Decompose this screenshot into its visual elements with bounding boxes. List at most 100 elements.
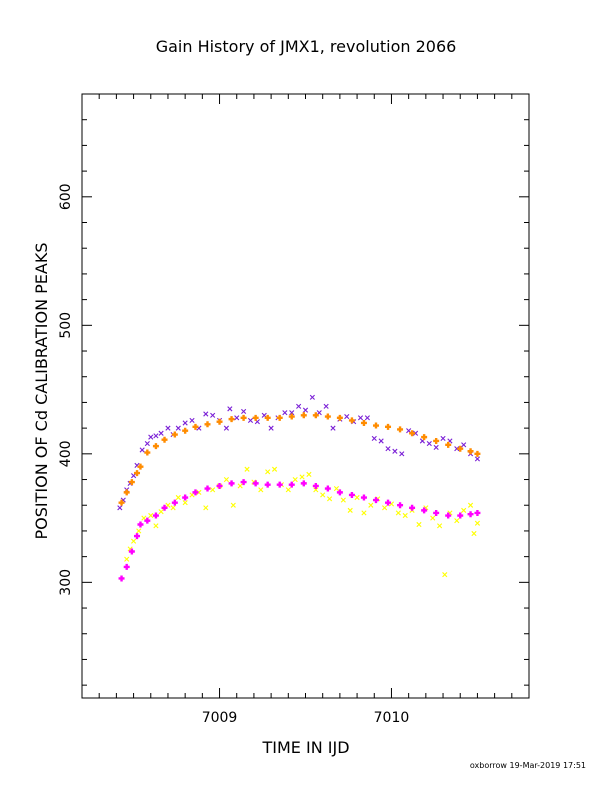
data-point bbox=[299, 474, 305, 480]
data-point bbox=[426, 440, 432, 447]
data-point bbox=[192, 489, 199, 496]
data-point bbox=[158, 509, 164, 515]
data-point bbox=[474, 456, 481, 462]
data-point bbox=[216, 482, 223, 489]
data-point bbox=[461, 507, 467, 513]
data-point bbox=[474, 520, 481, 526]
series-3 bbox=[118, 479, 481, 582]
data-point bbox=[128, 479, 135, 486]
data-point bbox=[385, 499, 392, 506]
data-point bbox=[395, 510, 401, 516]
data-point bbox=[252, 414, 259, 421]
data-point bbox=[437, 523, 443, 529]
data-point bbox=[244, 466, 250, 472]
data-point bbox=[223, 476, 230, 483]
data-point bbox=[137, 521, 144, 528]
data-point bbox=[182, 500, 188, 506]
data-point bbox=[454, 446, 460, 452]
data-point bbox=[285, 487, 291, 493]
data-point bbox=[357, 415, 364, 421]
data-point bbox=[265, 469, 271, 475]
data-point bbox=[336, 414, 343, 421]
plot-area bbox=[81, 93, 530, 699]
axis-ticks: 7009 7010 300 400 500 600 bbox=[58, 93, 530, 726]
data-point bbox=[134, 533, 141, 540]
data-point bbox=[204, 485, 211, 492]
data-point bbox=[372, 422, 379, 429]
data-point bbox=[288, 413, 295, 420]
data-point bbox=[412, 430, 419, 436]
data-point bbox=[360, 419, 367, 426]
data-point bbox=[192, 423, 199, 430]
data-point bbox=[210, 487, 216, 493]
data-point bbox=[397, 502, 404, 509]
data-point bbox=[371, 435, 377, 441]
data-point bbox=[360, 494, 367, 501]
data-point bbox=[276, 414, 283, 421]
data-point bbox=[330, 425, 336, 431]
data-point bbox=[182, 494, 189, 501]
data-point bbox=[440, 435, 446, 441]
data-point bbox=[306, 471, 312, 477]
data-point bbox=[161, 504, 168, 511]
y-tick-label: 300 bbox=[58, 569, 74, 596]
data-point bbox=[336, 489, 343, 496]
data-point bbox=[144, 449, 151, 456]
data-point bbox=[130, 538, 137, 544]
data-point bbox=[368, 502, 374, 508]
data-point bbox=[378, 438, 384, 444]
data-point bbox=[216, 418, 223, 425]
data-point bbox=[409, 504, 416, 511]
data-point bbox=[264, 414, 271, 421]
data-point bbox=[409, 430, 416, 437]
data-point bbox=[309, 394, 315, 400]
data-point bbox=[241, 408, 247, 415]
data-point bbox=[361, 510, 367, 516]
data-point bbox=[467, 448, 474, 455]
data-point bbox=[227, 406, 233, 412]
data-point bbox=[152, 512, 159, 519]
data-point bbox=[324, 485, 331, 492]
data-point bbox=[348, 417, 355, 424]
data-point bbox=[204, 421, 211, 428]
data-point bbox=[228, 416, 235, 423]
data-point bbox=[457, 445, 464, 452]
data-point bbox=[252, 480, 259, 487]
data-point bbox=[136, 528, 142, 534]
data-point bbox=[118, 499, 125, 506]
data-point bbox=[237, 483, 243, 489]
series-layer bbox=[117, 394, 481, 582]
data-point bbox=[128, 548, 135, 555]
series-0 bbox=[117, 394, 481, 511]
data-point bbox=[271, 466, 278, 472]
footer-credit: oxborrow 19-Mar-2019 17:51 bbox=[470, 761, 586, 770]
data-point bbox=[276, 481, 283, 488]
data-point bbox=[457, 512, 464, 519]
data-point bbox=[148, 512, 154, 519]
data-point bbox=[430, 515, 436, 521]
data-point bbox=[258, 487, 264, 493]
data-point bbox=[144, 440, 150, 447]
data-point bbox=[381, 505, 388, 511]
data-point bbox=[397, 426, 404, 433]
series-2 bbox=[118, 412, 481, 506]
data-point bbox=[124, 556, 130, 562]
data-point bbox=[312, 412, 319, 419]
data-point bbox=[153, 433, 159, 439]
data-point bbox=[467, 511, 474, 518]
data-point bbox=[182, 420, 188, 426]
x-tick-label: 7009 bbox=[202, 710, 238, 726]
data-point bbox=[165, 425, 171, 431]
data-point bbox=[296, 403, 302, 409]
data-point bbox=[158, 430, 164, 436]
data-point bbox=[153, 523, 159, 529]
x-axis-label: TIME IN IJD bbox=[261, 738, 349, 757]
data-point bbox=[161, 436, 168, 443]
data-point bbox=[288, 481, 295, 488]
data-point bbox=[189, 417, 195, 424]
data-point bbox=[474, 509, 481, 516]
data-point bbox=[230, 502, 236, 508]
data-point bbox=[433, 437, 440, 444]
data-point bbox=[171, 431, 178, 438]
data-point bbox=[152, 443, 159, 450]
